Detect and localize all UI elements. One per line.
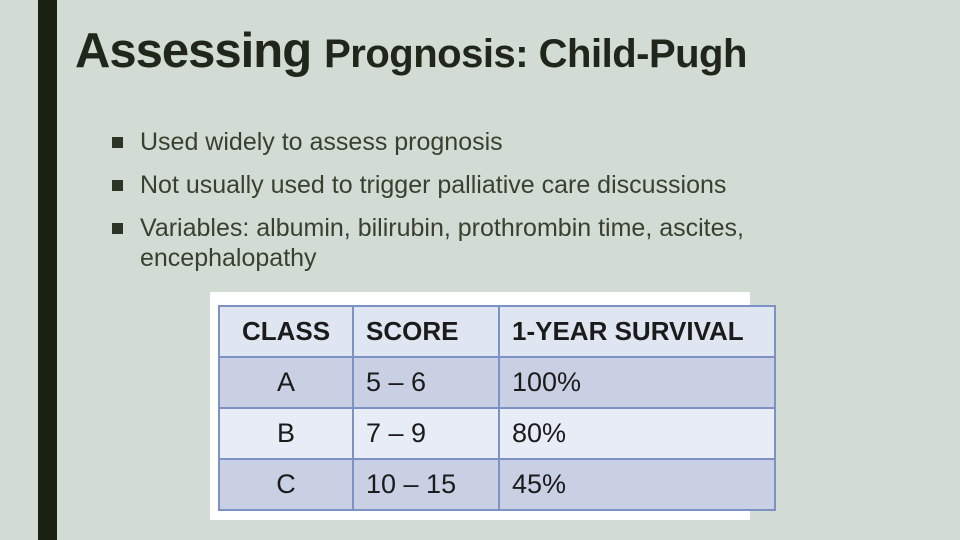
child-pugh-table-panel: CLASS SCORE 1-YEAR SURVIVAL A 5 – 6 100%… bbox=[210, 292, 776, 520]
table-header-row: CLASS SCORE 1-YEAR SURVIVAL bbox=[218, 305, 776, 358]
bullet-square-icon bbox=[112, 223, 123, 234]
bullet-item-1: Used widely to assess prognosis bbox=[110, 127, 872, 157]
cell-class-c: C bbox=[218, 458, 354, 511]
header-cell-score: SCORE bbox=[352, 305, 500, 358]
bullet-item-2: Not usually used to trigger palliative c… bbox=[110, 170, 872, 200]
cell-survival-a: 100% bbox=[498, 356, 776, 409]
table-row-class-a: A 5 – 6 100% bbox=[218, 356, 776, 409]
table-row-class-b: B 7 – 9 80% bbox=[218, 407, 776, 460]
cell-survival-c: 45% bbox=[498, 458, 776, 511]
table-row-class-c: C 10 – 15 45% bbox=[218, 458, 776, 511]
left-accent-bar bbox=[38, 0, 57, 540]
child-pugh-table: CLASS SCORE 1-YEAR SURVIVAL A 5 – 6 100%… bbox=[218, 305, 776, 511]
bullet-square-icon bbox=[112, 137, 123, 148]
bullet-square-icon bbox=[112, 180, 123, 191]
cell-class-b: B bbox=[218, 407, 354, 460]
title-primary: Assessing bbox=[75, 24, 312, 78]
cell-score-c: 10 – 15 bbox=[352, 458, 500, 511]
header-cell-class: CLASS bbox=[218, 305, 354, 358]
title-secondary: Prognosis: Child-Pugh bbox=[324, 32, 747, 76]
cell-survival-b: 80% bbox=[498, 407, 776, 460]
cell-score-b: 7 – 9 bbox=[352, 407, 500, 460]
bullet-text-2: Not usually used to trigger palliative c… bbox=[140, 171, 727, 199]
bullet-list: Used widely to assess prognosis Not usua… bbox=[110, 127, 872, 286]
cell-class-a: A bbox=[218, 356, 354, 409]
header-cell-survival: 1-YEAR SURVIVAL bbox=[498, 305, 776, 358]
page-title: Assessing Prognosis: Child-Pugh bbox=[75, 22, 747, 85]
cell-score-a: 5 – 6 bbox=[352, 356, 500, 409]
bullet-item-3: Variables: albumin, bilirubin, prothromb… bbox=[110, 213, 872, 273]
bullet-text-1: Used widely to assess prognosis bbox=[140, 128, 503, 156]
bullet-text-3: Variables: albumin, bilirubin, prothromb… bbox=[140, 214, 744, 272]
